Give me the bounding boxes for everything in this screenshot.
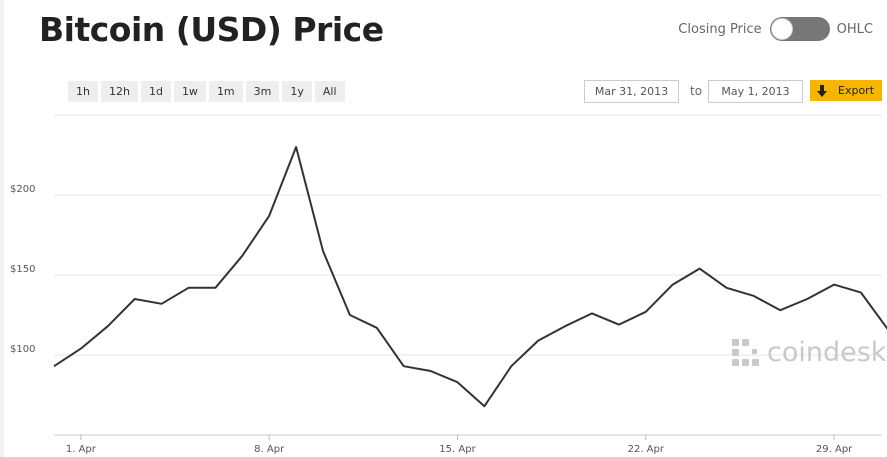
data-point[interactable] bbox=[804, 296, 810, 302]
y-tick-label: $200 bbox=[10, 184, 35, 195]
page-title: Bitcoin (USD) Price bbox=[39, 10, 384, 49]
toggle-knob[interactable] bbox=[770, 18, 793, 40]
price-series-line[interactable] bbox=[53, 146, 887, 408]
x-tick-label: 22. Apr bbox=[628, 444, 665, 455]
range-button-1y[interactable]: 1y bbox=[282, 81, 312, 102]
data-point[interactable] bbox=[347, 312, 353, 318]
x-tick-label: 29. Apr bbox=[816, 444, 853, 455]
data-point[interactable] bbox=[401, 363, 407, 369]
data-point[interactable] bbox=[293, 144, 299, 150]
date-range-to-label: to bbox=[690, 84, 703, 98]
data-point[interactable] bbox=[535, 338, 541, 344]
data-point[interactable] bbox=[481, 403, 487, 409]
data-point[interactable] bbox=[105, 323, 111, 329]
y-tick-label: $150 bbox=[10, 264, 35, 275]
coindesk-logo-icon bbox=[732, 338, 759, 366]
closing-price-label[interactable]: Closing Price bbox=[678, 21, 762, 37]
price-type-toggle-group: Closing Price OHLC bbox=[678, 17, 873, 41]
data-point[interactable] bbox=[724, 285, 730, 291]
data-point[interactable] bbox=[239, 253, 245, 259]
x-tick-label: 8. Apr bbox=[254, 444, 285, 455]
data-point[interactable] bbox=[78, 346, 84, 352]
watermark-text: coindesk bbox=[767, 337, 887, 368]
x-tick-label: 15. Apr bbox=[439, 444, 476, 455]
data-point[interactable] bbox=[455, 379, 461, 385]
range-button-1w[interactable]: 1w bbox=[173, 81, 206, 102]
range-button-12h[interactable]: 12h bbox=[100, 81, 138, 102]
data-point[interactable] bbox=[670, 282, 676, 288]
data-point[interactable] bbox=[777, 307, 783, 313]
data-point[interactable] bbox=[562, 323, 568, 329]
data-point[interactable] bbox=[616, 322, 622, 328]
data-point[interactable] bbox=[186, 285, 192, 291]
range-button-1m[interactable]: 1m bbox=[208, 81, 243, 102]
data-point[interactable] bbox=[831, 282, 837, 288]
data-point[interactable] bbox=[643, 309, 649, 315]
data-point[interactable] bbox=[508, 363, 514, 369]
range-button-1h[interactable]: 1h bbox=[68, 81, 98, 102]
data-point[interactable] bbox=[750, 293, 756, 299]
data-point[interactable] bbox=[589, 310, 595, 316]
ohlc-label[interactable]: OHLC bbox=[836, 21, 873, 37]
from-date-input[interactable]: Mar 31, 2013 bbox=[584, 80, 679, 103]
ohlc-toggle-switch[interactable] bbox=[769, 17, 830, 41]
data-point[interactable] bbox=[266, 213, 272, 219]
data-point[interactable] bbox=[374, 325, 380, 331]
left-edge-rule bbox=[0, 0, 4, 457]
y-tick-label: $100 bbox=[10, 344, 35, 355]
data-point[interactable] bbox=[858, 290, 864, 296]
data-point[interactable] bbox=[132, 296, 138, 302]
to-date-input[interactable]: May 1, 2013 bbox=[708, 80, 803, 103]
range-button-3m[interactable]: 3m bbox=[245, 81, 280, 102]
export-label: Export bbox=[838, 84, 875, 97]
data-point[interactable] bbox=[212, 285, 218, 291]
range-button-all[interactable]: All bbox=[314, 81, 345, 102]
download-arrow-icon bbox=[817, 84, 827, 97]
range-button-1d[interactable]: 1d bbox=[140, 81, 171, 102]
x-tick-label: 1. Apr bbox=[66, 444, 97, 455]
coindesk-watermark: coindesk bbox=[731, 337, 886, 368]
data-point[interactable] bbox=[159, 301, 165, 307]
data-point[interactable] bbox=[51, 363, 57, 369]
data-point[interactable] bbox=[428, 368, 434, 374]
export-button[interactable]: Export bbox=[810, 80, 882, 101]
range-selector: 1h 12h 1d 1w 1m 3m 1y All bbox=[68, 81, 345, 102]
data-point[interactable] bbox=[697, 266, 703, 272]
data-point[interactable] bbox=[320, 248, 326, 254]
